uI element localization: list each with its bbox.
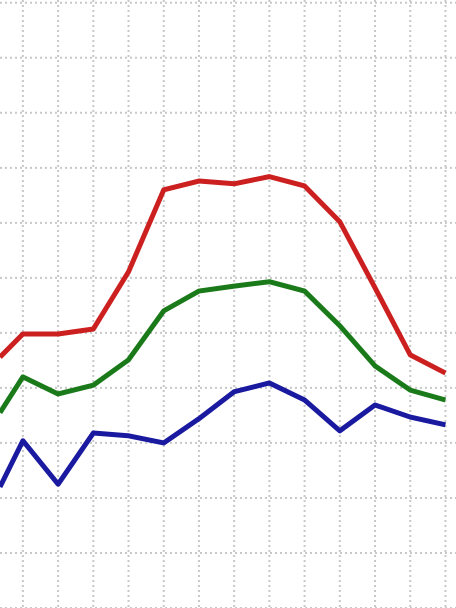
data-line [0, 380, 446, 489]
data-line [0, 174, 447, 376]
data-line [0, 279, 447, 415]
